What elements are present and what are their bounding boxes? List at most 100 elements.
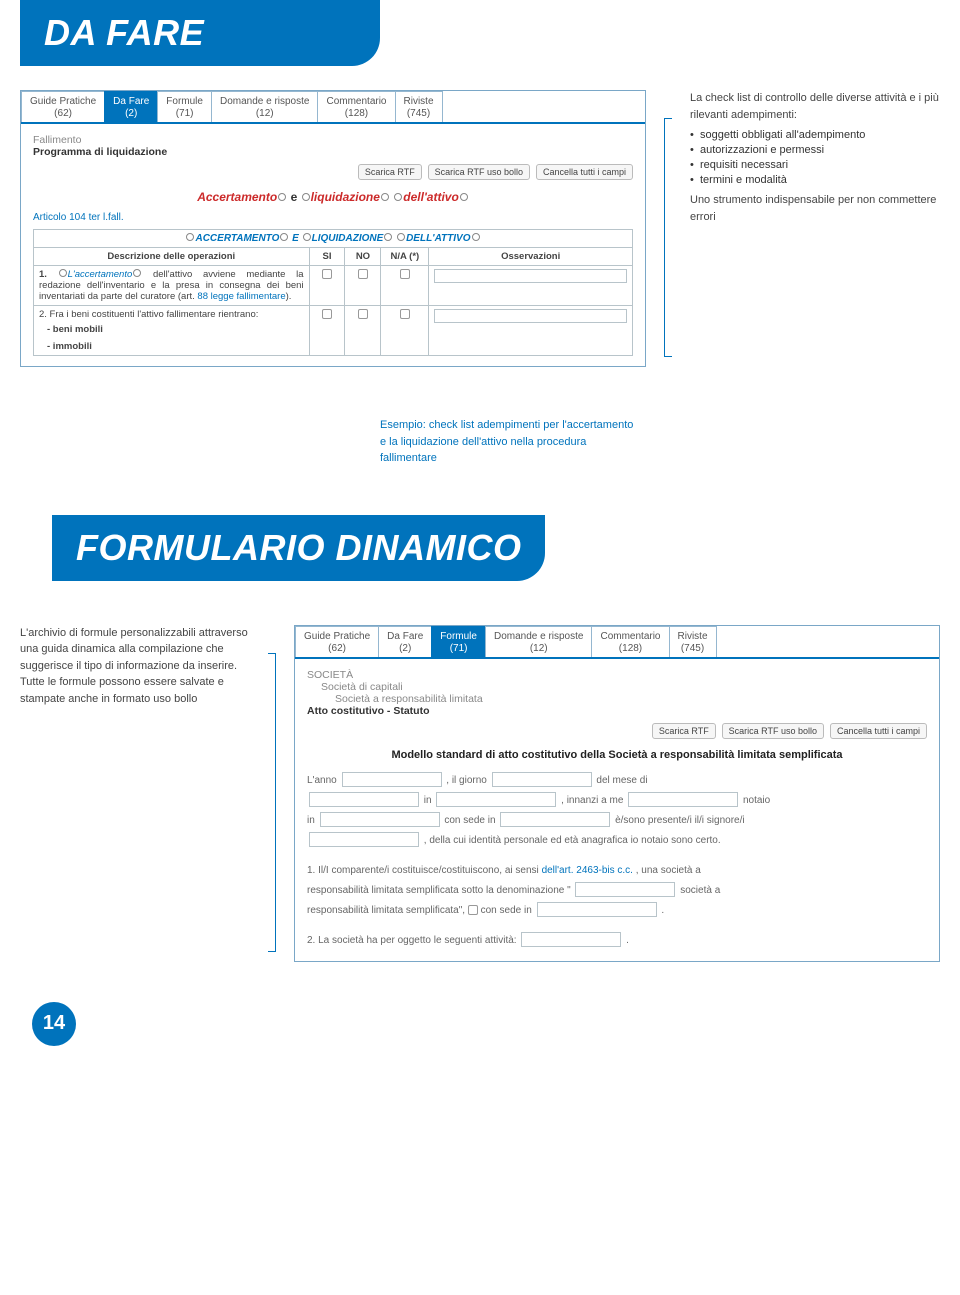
col-osservazioni: Osservazioni (429, 248, 633, 266)
section-title-da-fare: DA FARE (20, 0, 380, 66)
tab-count: (71) (166, 108, 203, 120)
tab-label: Da Fare (113, 96, 149, 107)
tabs-bar: Guide Pratiche(62) Da Fare(2) Formule(71… (295, 626, 939, 659)
tab-commentario[interactable]: Commentario(128) (591, 626, 669, 657)
checkbox-si[interactable] (322, 269, 332, 279)
cancella-campi-button[interactable]: Cancella tutti i campi (536, 164, 633, 180)
tab-guide[interactable]: Guide Pratiche(62) (21, 91, 105, 122)
formulario-screenshot: Guide Pratiche(62) Da Fare(2) Formule(71… (294, 625, 940, 962)
tab-dafare[interactable]: Da Fare(2) (378, 626, 432, 657)
form-text: , una società a (636, 865, 701, 876)
sede-input[interactable] (500, 812, 610, 827)
breadcrumb-1: Fallimento (33, 134, 633, 146)
list-item: - immobili (47, 341, 304, 352)
col-descrizione: Descrizione delle operazioni (34, 248, 310, 266)
cancella-campi-button[interactable]: Cancella tutti i campi (830, 723, 927, 739)
in-input[interactable] (320, 812, 440, 827)
scarica-rtf-bollo-button[interactable]: Scarica RTF uso bollo (722, 723, 824, 739)
osservazioni-input[interactable] (434, 269, 627, 283)
tab-formule[interactable]: Formule(71) (157, 91, 212, 122)
col-na: N/A (*) (381, 248, 429, 266)
tab-count: (2) (387, 643, 423, 655)
denominazione-input[interactable] (575, 882, 675, 897)
col-no: NO (345, 248, 381, 266)
bullet-item: termini e modalità (690, 174, 940, 186)
tab-label: Formule (440, 631, 477, 642)
form-text: 2. La società ha per oggetto le seguenti… (307, 935, 517, 946)
form-text: è/sono presente/i il/i signore/i (615, 815, 745, 826)
dafare-description: La check list di controllo delle diverse… (690, 90, 940, 225)
scarica-rtf-button[interactable]: Scarica RTF (652, 723, 716, 739)
form-text: notaio (743, 795, 770, 806)
signore-input[interactable] (309, 832, 419, 847)
form-title: Modello standard di atto costitutivo del… (307, 749, 927, 761)
breadcrumb: Società a responsabilità limitata (307, 693, 927, 705)
page-number: 14 (32, 1002, 76, 1046)
sede-in-input[interactable] (537, 902, 657, 917)
table-blue-header: ACCERTAMENTO E LIQUIDAZIONE DELL'ATTIVO (34, 230, 633, 248)
breadcrumb-2: Programma di liquidazione (33, 146, 633, 158)
red-title: Accertamento e liquidazione dell'attivo (33, 190, 633, 204)
marker-icon (302, 193, 310, 201)
tab-count: (62) (30, 108, 96, 120)
anno-input[interactable] (342, 772, 442, 787)
scarica-rtf-button[interactable]: Scarica RTF (358, 164, 422, 180)
osservazioni-input[interactable] (434, 309, 627, 323)
tab-label: Guide Pratiche (304, 631, 370, 642)
marker-icon (460, 193, 468, 201)
marker-icon (381, 193, 389, 201)
checkbox-na[interactable] (400, 269, 410, 279)
tab-riviste[interactable]: Riviste(745) (395, 91, 443, 122)
tab-dafare[interactable]: Da Fare(2) (104, 91, 158, 122)
tab-formule[interactable]: Formule(71) (431, 626, 486, 657)
tab-count: (12) (494, 643, 584, 655)
bullet-item: requisiti necessari (690, 159, 940, 171)
articolo-ref: Articolo 104 ter l.fall. (33, 212, 633, 223)
checkbox-no[interactable] (358, 269, 368, 279)
law-link[interactable]: dell'art. 2463-bis c.c. (542, 865, 633, 876)
sede-checkbox[interactable] (468, 905, 478, 915)
tab-domande[interactable]: Domande e risposte(12) (211, 91, 319, 122)
breadcrumb: SOCIETÀ (307, 669, 927, 681)
tab-label: Domande e risposte (494, 631, 584, 642)
descr-outro: Uno strumento indispensabile per non com… (690, 192, 940, 225)
tab-count: (12) (220, 108, 310, 120)
marker-icon (278, 193, 286, 201)
tab-commentario[interactable]: Commentario(128) (317, 91, 395, 122)
tab-riviste[interactable]: Riviste(745) (669, 626, 717, 657)
tab-label: Commentario (600, 631, 660, 642)
tab-count: (128) (600, 643, 660, 655)
form-text: responsabilità limitata semplificata", (307, 905, 468, 916)
tabs-bar: Guide Pratiche(62) Da Fare(2) Formule(71… (21, 91, 645, 124)
descr-intro: La check list di controllo delle diverse… (690, 90, 940, 123)
tab-guide[interactable]: Guide Pratiche(62) (295, 626, 379, 657)
form-text: 1. Il/I comparente/i costituisce/costitu… (307, 865, 542, 876)
checkbox-no[interactable] (358, 309, 368, 319)
mese-input[interactable] (309, 792, 419, 807)
dafare-screenshot: Guide Pratiche(62) Da Fare(2) Formule(71… (20, 90, 646, 367)
notaio-input[interactable] (628, 792, 738, 807)
checkbox-si[interactable] (322, 309, 332, 319)
form-text: , il giorno (446, 775, 487, 786)
luogo-input[interactable] (436, 792, 556, 807)
tab-count: (62) (304, 643, 370, 655)
giorno-input[interactable] (492, 772, 592, 787)
tab-label: Commentario (326, 96, 386, 107)
tab-label: Formule (166, 96, 203, 107)
callout-bracket-icon (268, 653, 276, 952)
scarica-rtf-bollo-button[interactable]: Scarica RTF uso bollo (428, 164, 530, 180)
operations-table: ACCERTAMENTO E LIQUIDAZIONE DELL'ATTIVO … (33, 229, 633, 356)
tab-label: Da Fare (387, 631, 423, 642)
form-text: del mese di (596, 775, 647, 786)
tab-label: Riviste (404, 96, 434, 107)
breadcrumb-bold: Atto costitutivo - Statuto (307, 705, 927, 717)
tab-label: Domande e risposte (220, 96, 310, 107)
bullet-item: soggetti obbligati all'adempimento (690, 129, 940, 141)
section-title-formulario: FORMULARIO DINAMICO (52, 515, 545, 581)
tab-domande[interactable]: Domande e risposte(12) (485, 626, 593, 657)
tab-count: (128) (326, 108, 386, 120)
table-row: 2. Fra i beni costituenti l'attivo falli… (34, 306, 633, 356)
attivita-input[interactable] (521, 932, 621, 947)
checkbox-na[interactable] (400, 309, 410, 319)
callout-bracket-icon (664, 118, 672, 357)
